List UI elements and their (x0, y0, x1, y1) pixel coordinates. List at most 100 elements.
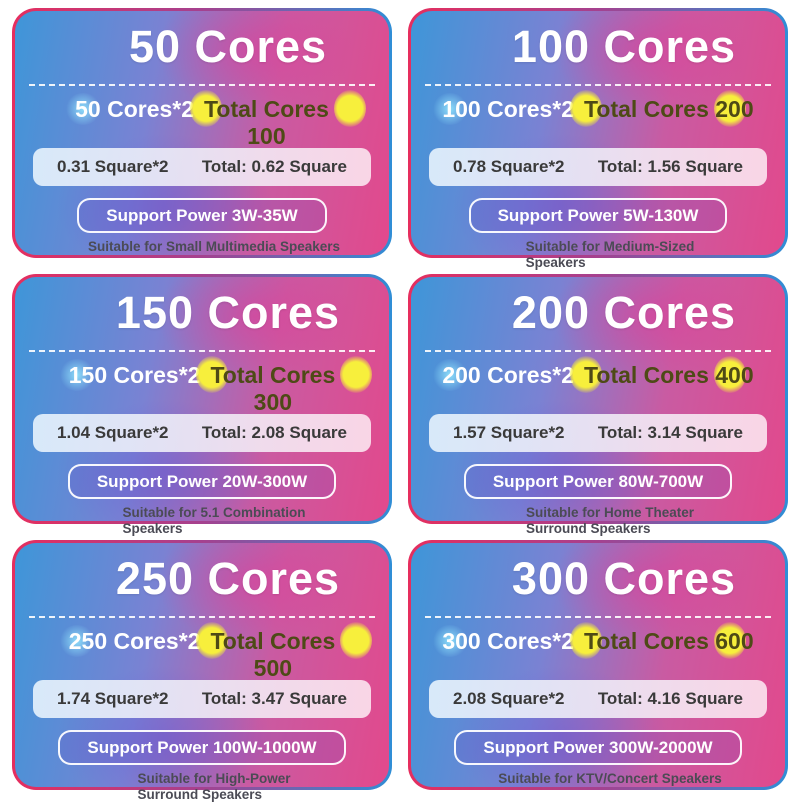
spec-card-250-cores: 250 Cores 250 Cores*2 Total Cores 500 1.… (12, 540, 392, 802)
suitable-label: Suitable for High-Power Surround Speaker… (137, 771, 291, 803)
cores-label: 250 Cores*2 (68, 628, 201, 654)
dashed-divider (425, 616, 771, 618)
cores-label: 300 Cores*2 (442, 628, 575, 654)
spec-card-150-cores: 150 Cores 150 Cores*2 Total Cores 300 1.… (12, 274, 392, 536)
total-cores: Total Cores 500 (196, 622, 373, 682)
spec-card-200-cores: 200 Cores 200 Cores*2 Total Cores 400 1.… (408, 274, 788, 536)
square-spec-bar: 0.31 Square*2 Total: 0.62 Square (33, 148, 371, 186)
highlight-dot-icon (714, 356, 747, 393)
support-power-label: Support Power 20W-300W (96, 471, 308, 491)
dashed-divider (425, 350, 771, 352)
suitable-label: Suitable for Small Multimedia Speakers (87, 239, 341, 254)
square-spec-bar: 0.78 Square*2 Total: 1.56 Square (429, 148, 767, 186)
suitable-label: Suitable for Home Theater Surround Speak… (525, 505, 695, 537)
cores-per-wire: 250 Cores*2 (58, 625, 201, 657)
card-title: 50 Cores (128, 21, 328, 72)
support-power-label: Support Power 5W-130W (497, 205, 699, 225)
card-body: 300 Cores 300 Cores*2 Total Cores 600 2.… (411, 543, 785, 787)
cores-row: 250 Cores*2 Total Cores 500 (15, 622, 389, 681)
support-power-button[interactable]: Support Power 100W-1000W (58, 730, 346, 765)
suitable-label: Suitable for Medium-Sized Speakers (525, 239, 695, 271)
sparkle-glow-icon (58, 359, 95, 391)
total-cores-label: Total Cores 200 (584, 96, 754, 122)
highlight-dot-icon (570, 356, 603, 393)
sparkle-glow-icon (432, 93, 469, 125)
card-body: 100 Cores 100 Cores*2 Total Cores 200 0.… (411, 11, 785, 270)
square-spec-bar: 1.74 Square*2 Total: 3.47 Square (33, 680, 371, 718)
cores-per-wire: 150 Cores*2 (58, 359, 201, 391)
dashed-divider (425, 84, 771, 86)
cores-label: 50 Cores*2 (75, 96, 195, 122)
cores-label: 200 Cores*2 (442, 362, 575, 388)
spec-card-300-cores: 300 Cores 300 Cores*2 Total Cores 600 2.… (408, 540, 788, 790)
card-title: 100 Cores (511, 21, 737, 72)
sparkle-glow-icon (65, 93, 102, 125)
total-square-label: Total: 3.14 Square (597, 423, 743, 442)
highlight-dot-icon (714, 622, 747, 659)
total-square-label: Total: 4.16 Square (597, 689, 743, 708)
square-per-wire-label: 0.78 Square*2 (453, 157, 565, 176)
spec-card-100-cores: 100 Cores 100 Cores*2 Total Cores 200 0.… (408, 8, 788, 270)
total-cores: Total Cores 400 (570, 356, 754, 393)
cores-label: 150 Cores*2 (68, 362, 201, 388)
total-cores-label: Total Cores 400 (584, 362, 754, 388)
sparkle-glow-icon (432, 359, 469, 391)
support-power-button[interactable]: Support Power 80W-700W (463, 464, 733, 499)
sparkle-glow-icon (432, 625, 469, 657)
suitable-text: Suitable for High-Power Surround Speaker… (27, 771, 401, 804)
spec-card-50-cores: 50 Cores 50 Cores*2 Total Cores 100 0.31… (12, 8, 392, 258)
cores-label: 100 Cores*2 (442, 96, 575, 122)
total-cores-label: Total Cores 500 (210, 628, 336, 682)
suitable-text: Suitable for Home Theater Surround Speak… (423, 505, 797, 538)
total-cores-label: Total Cores 100 (204, 96, 329, 150)
square-spec-bar: 1.04 Square*2 Total: 2.08 Square (33, 414, 371, 452)
support-power-label: Support Power 300W-2000W (483, 737, 713, 757)
total-cores: Total Cores 300 (196, 356, 373, 416)
total-cores: Total Cores 200 (570, 90, 754, 127)
total-square-label: Total: 2.08 Square (201, 423, 347, 442)
cores-per-wire: 100 Cores*2 (432, 93, 575, 125)
card-body: 200 Cores 200 Cores*2 Total Cores 400 1.… (411, 277, 785, 536)
dashed-divider (29, 350, 375, 352)
total-square-label: Total: 0.62 Square (201, 157, 347, 176)
card-body: 250 Cores 250 Cores*2 Total Cores 500 1.… (15, 543, 389, 802)
dashed-divider (29, 84, 375, 86)
highlight-dot-icon (196, 622, 229, 659)
total-cores-label: Total Cores 600 (584, 628, 754, 654)
total-cores: Total Cores 100 (190, 90, 367, 150)
cores-row: 300 Cores*2 Total Cores 600 (411, 622, 785, 670)
support-power-button[interactable]: Support Power 3W-35W (77, 198, 327, 233)
card-title: 150 Cores (115, 287, 341, 338)
cores-per-wire: 300 Cores*2 (432, 625, 575, 657)
card-body: 150 Cores 150 Cores*2 Total Cores 300 1.… (15, 277, 389, 536)
total-square-label: Total: 3.47 Square (201, 689, 347, 708)
card-title: 300 Cores (511, 553, 737, 604)
total-cores: Total Cores 600 (570, 622, 754, 659)
suitable-text: Suitable for 5.1 Combination Speakers (27, 505, 401, 538)
suitable-text: Suitable for KTV/Concert Speakers (423, 771, 797, 787)
highlight-dot-icon (714, 90, 747, 127)
highlight-dot-icon (340, 356, 373, 393)
cores-row: 150 Cores*2 Total Cores 300 (15, 356, 389, 415)
support-power-button[interactable]: Support Power 20W-300W (67, 464, 337, 499)
support-power-label: Support Power 100W-1000W (87, 737, 317, 757)
suitable-text: Suitable for Medium-Sized Speakers (423, 239, 797, 272)
card-body: 50 Cores 50 Cores*2 Total Cores 100 0.31… (15, 11, 389, 255)
support-power-button[interactable]: Support Power 300W-2000W (454, 730, 742, 765)
sparkle-glow-icon (58, 625, 95, 657)
cores-row: 200 Cores*2 Total Cores 400 (411, 356, 785, 404)
cores-per-wire: 200 Cores*2 (432, 359, 575, 391)
card-title: 250 Cores (115, 553, 341, 604)
card-title: 200 Cores (511, 287, 737, 338)
square-per-wire-label: 2.08 Square*2 (453, 689, 565, 708)
square-per-wire-label: 0.31 Square*2 (57, 157, 169, 176)
support-power-button[interactable]: Support Power 5W-130W (468, 198, 728, 233)
square-spec-bar: 2.08 Square*2 Total: 4.16 Square (429, 680, 767, 718)
support-power-label: Support Power 80W-700W (492, 471, 704, 491)
highlight-dot-icon (570, 622, 603, 659)
highlight-dot-icon (340, 622, 373, 659)
total-square-label: Total: 1.56 Square (597, 157, 743, 176)
square-per-wire-label: 1.57 Square*2 (453, 423, 565, 442)
suitable-text: Suitable for Small Multimedia Speakers (27, 239, 401, 255)
highlight-dot-icon (334, 90, 367, 127)
